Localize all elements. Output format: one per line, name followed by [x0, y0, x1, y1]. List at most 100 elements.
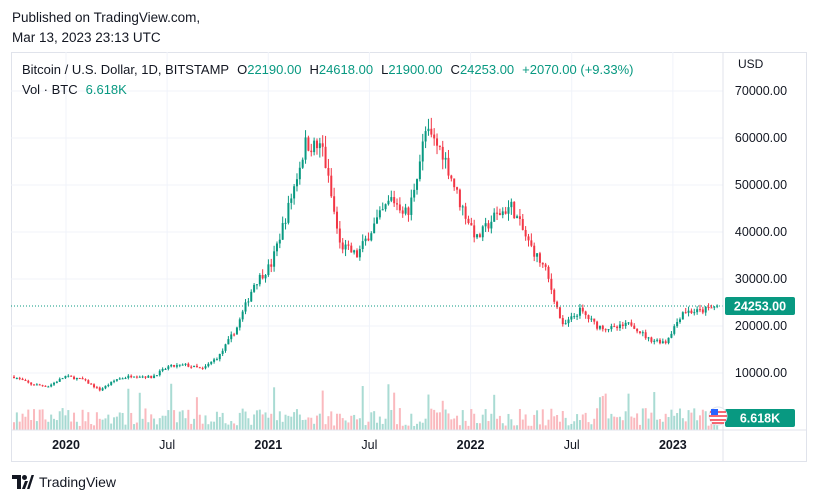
volume-bar	[281, 421, 284, 430]
candle-body	[576, 315, 579, 317]
volume-bar	[298, 414, 301, 430]
candle-body	[281, 223, 284, 240]
time-tick-label: 2023	[659, 438, 687, 452]
volume-bar	[581, 414, 584, 430]
candle-body	[324, 146, 327, 168]
volume-bar	[284, 414, 287, 430]
volume-bar	[676, 413, 679, 430]
candle-body	[616, 326, 619, 329]
currency-label[interactable]: USD	[738, 57, 764, 71]
candle-body	[135, 376, 138, 378]
volume-bar	[50, 414, 53, 430]
candle-body	[47, 386, 50, 388]
price-tick-label: 60000.00	[735, 131, 787, 145]
candle-body	[613, 326, 616, 328]
candle-body	[644, 332, 647, 339]
volume-bar	[444, 409, 447, 430]
candle-body	[710, 307, 713, 309]
volume-bar	[344, 420, 347, 430]
volume-bar	[153, 418, 156, 430]
volume-bar	[184, 418, 187, 430]
candle-body	[98, 387, 101, 391]
candle-body	[21, 378, 24, 381]
candle-body	[421, 141, 424, 162]
candle-body	[50, 384, 53, 387]
candle-body	[676, 321, 679, 327]
volume-bar	[241, 408, 244, 430]
price-tick-label: 40000.00	[735, 225, 787, 239]
volume-bar	[707, 425, 710, 430]
candle-body	[298, 167, 301, 180]
candle-body	[541, 262, 544, 265]
volume-bar	[95, 412, 98, 430]
volume-bar	[124, 424, 127, 430]
volume-bar	[75, 421, 78, 430]
time-tick-label: Jul	[361, 438, 377, 452]
volume-bar	[313, 423, 316, 430]
candle-body	[687, 310, 690, 313]
volume-bar	[387, 384, 390, 430]
price-tick-label: 20000.00	[735, 319, 787, 333]
candle-body	[161, 368, 164, 371]
candle-body	[527, 236, 530, 241]
candle-body	[544, 264, 547, 267]
volume-bar	[238, 412, 241, 430]
close-label: C	[450, 62, 460, 77]
candle-body	[673, 326, 676, 334]
candle-body	[484, 223, 487, 227]
volume-bar	[315, 415, 318, 430]
candle-body	[561, 318, 564, 325]
volume-bar	[427, 394, 430, 430]
candle-body	[633, 325, 636, 329]
volume-bar	[61, 408, 64, 430]
volume-bar	[195, 397, 198, 430]
volume-bar	[244, 411, 247, 430]
volume-bar	[135, 422, 138, 430]
candle-body	[233, 334, 236, 336]
volume-bar	[218, 416, 221, 430]
candle-body	[18, 377, 21, 379]
volume-bar	[38, 409, 41, 430]
symbol-description[interactable]: Bitcoin / U.S. Dollar, 1D, BITSTAMP	[22, 62, 230, 77]
price-chart[interactable]: 10000.00 20000.00 30000.00 40000.00 50000.00…	[11, 52, 807, 462]
candle-body	[78, 378, 81, 380]
candle-body	[707, 307, 710, 309]
volume-bar	[476, 423, 479, 430]
volume-bar	[604, 393, 607, 430]
candle-body	[610, 326, 613, 330]
candle-body	[590, 318, 593, 320]
volume-bar	[261, 414, 264, 430]
volume-bar	[596, 408, 599, 430]
candle-body	[190, 366, 193, 368]
candle-body	[330, 175, 333, 197]
candle-body	[578, 307, 581, 316]
candle-body	[304, 137, 307, 160]
volume-bar	[178, 411, 181, 430]
volume-bar	[456, 415, 459, 430]
candle-body	[327, 167, 330, 176]
candle-body	[444, 157, 447, 160]
candle-body	[150, 375, 153, 379]
volume-bar	[450, 419, 453, 430]
volume-bar	[667, 417, 670, 430]
time-tick-label: 2021	[254, 438, 282, 452]
volume-bar	[644, 408, 647, 430]
candle-body	[75, 378, 78, 380]
volume-bar	[13, 422, 15, 430]
candle-body	[607, 329, 610, 331]
volume-label[interactable]: Vol · BTC	[22, 82, 78, 97]
candle-body	[264, 275, 267, 279]
volume-bar	[627, 393, 630, 430]
candle-body	[27, 380, 30, 383]
volume-bar	[467, 425, 470, 430]
time-axis: 2020 Jul 2021 Jul 2022 Jul 2023	[11, 429, 807, 452]
volume-bar	[161, 415, 164, 430]
candle-body	[287, 202, 290, 223]
candle-body	[381, 209, 384, 211]
volume-bar	[390, 409, 393, 430]
volume-bar	[504, 425, 507, 430]
candle-body	[173, 365, 176, 367]
candle-body	[684, 312, 687, 314]
volume-bar	[433, 409, 436, 430]
volume-bar	[593, 418, 596, 430]
